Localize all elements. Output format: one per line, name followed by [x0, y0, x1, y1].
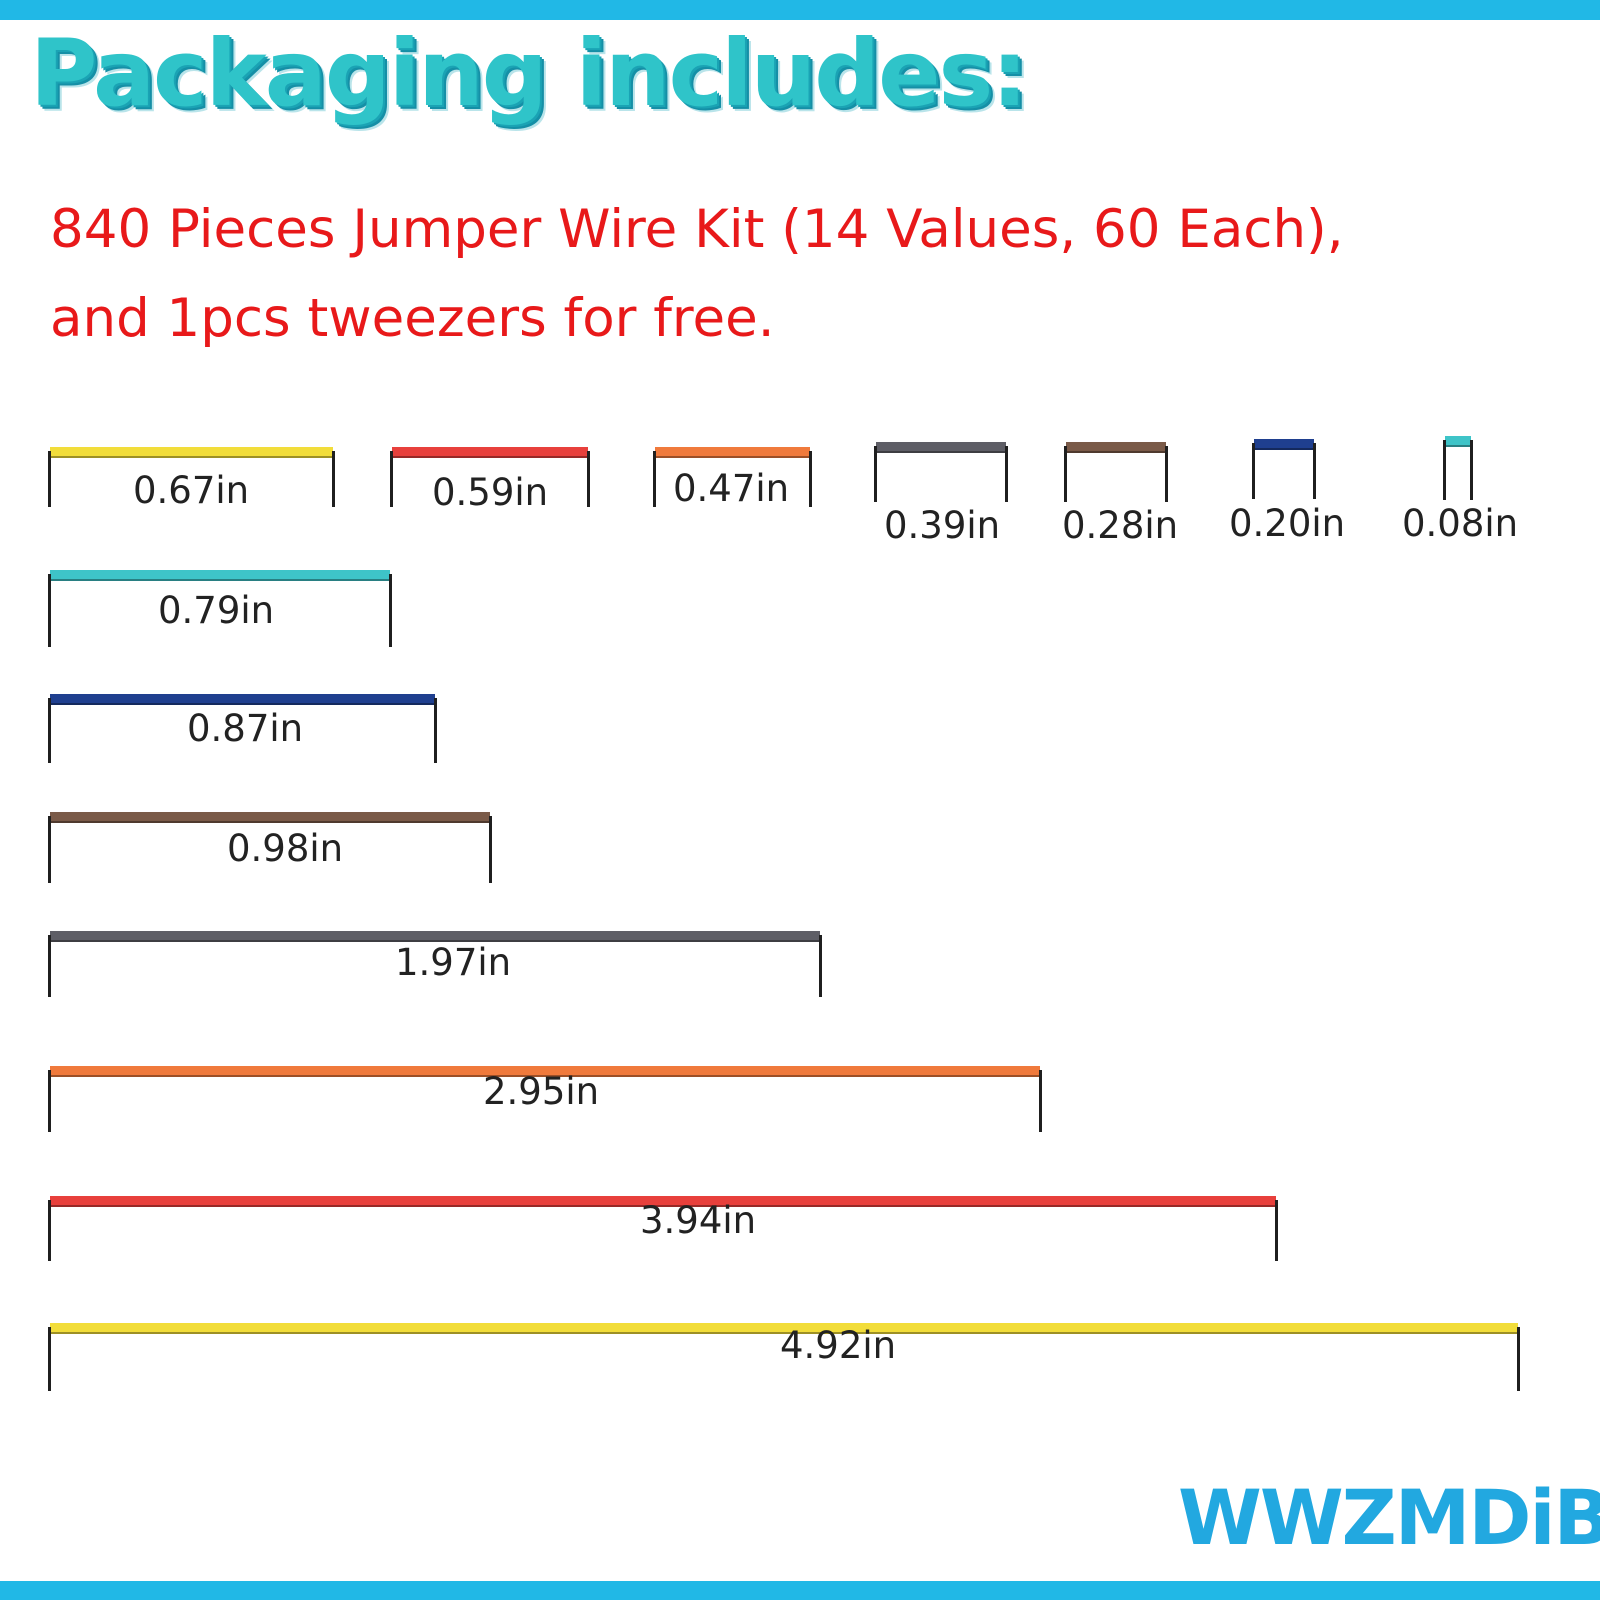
wire-lead: [1517, 1327, 1520, 1391]
wire-lead: [1005, 446, 1008, 502]
wire-lead: [1275, 1200, 1278, 1261]
jumper-wire-0.28in: [1064, 442, 1168, 502]
wire-lead: [48, 451, 51, 507]
wire-length-label: 0.79in: [158, 589, 275, 632]
wire-length-label: 1.97in: [395, 941, 512, 984]
wire-lead: [48, 574, 51, 647]
wire-insulation: [876, 442, 1006, 453]
wire-lead: [389, 574, 392, 647]
wire-insulation: [392, 447, 588, 458]
wire-lead: [489, 816, 492, 883]
jumper-wire-0.98in: [48, 812, 492, 883]
kit-description-line-1: 840 Pieces Jumper Wire Kit (14 Values, 6…: [50, 199, 1344, 260]
jumper-wire-0.39in: [874, 442, 1008, 502]
wire-length-label: 3.94in: [640, 1199, 757, 1242]
brand-logo: WWZMDiB: [1178, 1473, 1600, 1562]
wire-insulation: [50, 812, 490, 823]
jumper-wire-1.97in: [48, 931, 822, 997]
jumper-wire-3.94in: [48, 1196, 1278, 1261]
bottom-frame-bar: [0, 1581, 1600, 1600]
wire-insulation: [50, 1066, 1040, 1077]
wire-lead: [819, 935, 822, 997]
wire-insulation: [50, 570, 390, 581]
wire-insulation: [1066, 442, 1166, 453]
wire-lead: [48, 698, 51, 763]
jumper-wire-0.08in: [1443, 436, 1473, 500]
wire-length-label: 2.95in: [483, 1070, 600, 1113]
wire-insulation: [1254, 439, 1314, 450]
jumper-wire-2.95in: [48, 1066, 1042, 1132]
wire-lead: [1039, 1070, 1042, 1132]
wire-lead: [1470, 440, 1473, 500]
wire-lead: [1313, 443, 1316, 499]
jumper-wire-0.87in: [48, 694, 437, 763]
wire-lead: [434, 698, 437, 763]
wire-insulation: [50, 1196, 1276, 1207]
top-frame-bar: [0, 0, 1600, 20]
wire-length-label: 0.20in: [1229, 502, 1346, 545]
jumper-wire-4.92in: [48, 1323, 1520, 1391]
wire-length-label: 0.98in: [227, 827, 344, 870]
jumper-wire-0.59in: [390, 447, 590, 507]
wire-insulation: [1445, 436, 1471, 447]
wire-length-label: 0.59in: [432, 471, 549, 514]
jumper-wire-0.67in: [48, 447, 335, 507]
wire-length-label: 0.67in: [133, 469, 250, 512]
packaging-headline: Packaging includes:: [30, 20, 1028, 127]
wire-length-label: 0.08in: [1402, 502, 1519, 545]
wire-length-label: 4.92in: [780, 1324, 897, 1367]
wire-length-label: 0.39in: [884, 504, 1001, 547]
wire-lead: [1443, 440, 1446, 500]
wire-lead: [1064, 446, 1067, 502]
wire-insulation: [655, 447, 810, 458]
wire-lead: [587, 451, 590, 507]
wire-lead: [653, 451, 656, 507]
wire-lead: [809, 451, 812, 507]
wire-insulation: [50, 694, 435, 705]
wire-lead: [390, 451, 393, 507]
wire-lead: [332, 451, 335, 507]
jumper-wire-0.47in: [653, 447, 812, 507]
wire-lead: [1252, 443, 1255, 499]
wire-lead: [1165, 446, 1168, 502]
jumper-wire-0.20in: [1252, 439, 1316, 499]
wire-length-label: 0.28in: [1062, 504, 1179, 547]
wire-length-label: 0.87in: [187, 707, 304, 750]
wire-lead: [48, 1200, 51, 1261]
wire-insulation: [50, 1323, 1518, 1334]
wire-lead: [48, 1327, 51, 1391]
wire-insulation: [50, 447, 333, 458]
jumper-wire-0.79in: [48, 570, 392, 647]
wire-lead: [48, 935, 51, 997]
wire-lead: [48, 1070, 51, 1132]
wire-insulation: [50, 931, 820, 942]
wire-length-label: 0.47in: [673, 467, 790, 510]
wire-lead: [874, 446, 877, 502]
kit-description-line-2: and 1pcs tweezers for free.: [50, 288, 775, 349]
wire-lead: [48, 816, 51, 883]
